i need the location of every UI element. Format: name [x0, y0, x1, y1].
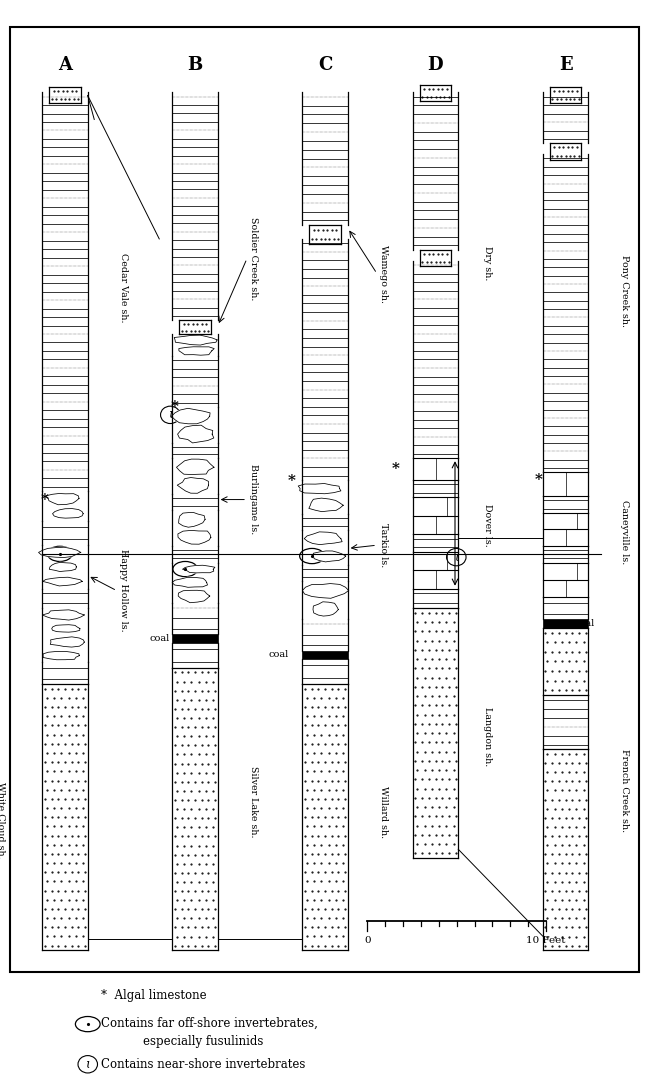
Polygon shape — [43, 652, 79, 660]
Polygon shape — [172, 578, 207, 588]
Text: White Cloud sh.: White Cloud sh. — [0, 782, 5, 858]
Text: Silver Lake sh.: Silver Lake sh. — [249, 766, 258, 837]
Text: Soldier Creek sh.: Soldier Creek sh. — [249, 217, 258, 300]
Text: *: * — [170, 401, 178, 414]
Bar — [543, 619, 588, 628]
Bar — [172, 634, 218, 643]
Text: *  Algal limestone: * Algal limestone — [101, 989, 207, 1002]
Polygon shape — [42, 610, 84, 620]
Polygon shape — [172, 408, 210, 424]
Text: ɩ: ɩ — [454, 551, 459, 564]
Text: A: A — [58, 56, 72, 74]
Polygon shape — [298, 483, 341, 494]
Text: *: * — [391, 463, 399, 476]
Text: Dover ls.: Dover ls. — [483, 504, 492, 547]
Polygon shape — [49, 563, 76, 571]
Polygon shape — [43, 578, 82, 586]
Text: *: * — [287, 475, 295, 488]
Text: D: D — [428, 56, 443, 74]
Text: 10 Feet: 10 Feet — [526, 936, 566, 945]
Polygon shape — [174, 336, 217, 345]
Text: *: * — [534, 473, 542, 487]
Text: Burlingame ls.: Burlingame ls. — [249, 465, 258, 534]
Bar — [10, 27, 639, 972]
Text: coal: coal — [268, 651, 289, 659]
Polygon shape — [177, 478, 209, 493]
Text: Dry sh.: Dry sh. — [483, 245, 492, 280]
Polygon shape — [52, 624, 80, 632]
Polygon shape — [177, 426, 214, 443]
Text: Contains near-shore invertebrates: Contains near-shore invertebrates — [101, 1058, 305, 1071]
Text: coal: coal — [149, 634, 170, 643]
Bar — [302, 651, 348, 659]
Polygon shape — [302, 583, 348, 598]
Polygon shape — [179, 346, 215, 355]
Text: Pony Creek sh.: Pony Creek sh. — [619, 255, 629, 327]
Text: Cedar Vale sh.: Cedar Vale sh. — [119, 253, 128, 323]
Polygon shape — [304, 532, 342, 544]
Text: Happy Hollow ls.: Happy Hollow ls. — [119, 550, 128, 632]
Polygon shape — [313, 551, 346, 561]
Text: *: * — [40, 493, 48, 506]
Text: Caneyville ls.: Caneyville ls. — [619, 500, 629, 565]
Text: French Creek sh.: French Creek sh. — [619, 749, 629, 832]
Text: ɩ: ɩ — [85, 1058, 90, 1071]
Text: especially fusulinids: especially fusulinids — [143, 1035, 263, 1048]
Text: Wamego sh.: Wamego sh. — [379, 244, 388, 303]
Text: Willard sh.: Willard sh. — [379, 786, 388, 838]
Text: B: B — [187, 56, 203, 74]
Polygon shape — [46, 493, 79, 505]
Text: E: E — [559, 56, 572, 74]
Polygon shape — [176, 459, 214, 475]
Polygon shape — [309, 498, 343, 512]
Polygon shape — [178, 530, 211, 544]
Text: coal: coal — [575, 619, 595, 628]
Text: ɩ: ɩ — [168, 408, 173, 421]
Text: Langdon sh.: Langdon sh. — [483, 707, 492, 766]
Polygon shape — [183, 565, 215, 573]
Polygon shape — [53, 508, 83, 518]
Polygon shape — [178, 591, 210, 603]
Text: Tarkio ls.: Tarkio ls. — [379, 523, 388, 567]
Polygon shape — [313, 602, 339, 616]
Polygon shape — [38, 547, 81, 557]
Text: Contains far off-shore invertebrates,: Contains far off-shore invertebrates, — [101, 1016, 318, 1030]
Polygon shape — [50, 636, 84, 647]
Text: C: C — [318, 56, 332, 74]
Polygon shape — [179, 513, 205, 527]
Text: 0: 0 — [364, 936, 370, 945]
